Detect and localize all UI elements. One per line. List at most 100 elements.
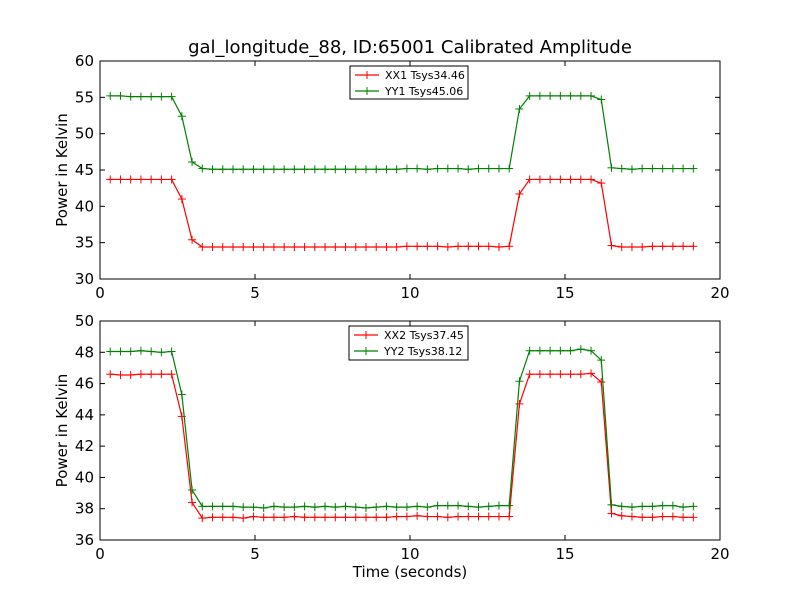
data-point [116, 370, 125, 379]
y-tick-label: 48 [75, 343, 94, 361]
data-point [648, 242, 657, 251]
data-point [423, 512, 432, 521]
data-point [443, 501, 452, 510]
data-point [535, 346, 544, 355]
x-tick-label: 15 [555, 545, 574, 563]
data-point [249, 165, 258, 174]
legend-label: YY1 Tsys45.06 [384, 85, 463, 98]
data-point [494, 501, 503, 510]
data-point [627, 165, 636, 174]
chart-title: gal_longitude_88, ID:65001 Calibrated Am… [188, 37, 632, 58]
x-tick-label: 5 [250, 545, 260, 563]
data-point [413, 164, 422, 173]
data-point [566, 91, 575, 100]
data-point [597, 95, 606, 104]
series-2-2 [106, 345, 698, 512]
y-tick-label: 35 [75, 234, 94, 252]
data-point [167, 175, 176, 184]
data-point [607, 163, 616, 172]
y-tick-label: 55 [75, 88, 94, 106]
data-point [249, 243, 258, 252]
data-point [106, 370, 115, 379]
data-point [331, 165, 340, 174]
data-point [126, 175, 135, 184]
data-point [177, 195, 186, 204]
data-point [198, 243, 207, 252]
data-point [228, 243, 237, 252]
data-point [239, 503, 248, 512]
data-point [689, 164, 698, 173]
data-point [331, 503, 340, 512]
data-point [505, 512, 514, 521]
data-point [239, 165, 248, 174]
data-point [382, 165, 391, 174]
data-point [525, 370, 534, 379]
data-point [392, 165, 401, 174]
legend-marker [363, 71, 371, 79]
y-tick-label: 50 [75, 312, 94, 330]
data-point [587, 175, 596, 184]
data-point [269, 513, 278, 522]
data-point [648, 164, 657, 173]
data-point [310, 165, 319, 174]
data-point [208, 502, 217, 511]
data-point [392, 243, 401, 252]
data-point [136, 175, 145, 184]
data-point [280, 513, 289, 522]
data-point [106, 347, 115, 356]
data-point [627, 512, 636, 521]
data-point [576, 370, 585, 379]
data-point [587, 369, 596, 378]
x-axis-label: Time (seconds) [352, 563, 468, 581]
data-point [474, 503, 483, 512]
data-point [402, 242, 411, 251]
data-point [157, 175, 166, 184]
data-point [474, 242, 483, 251]
data-point [597, 378, 606, 387]
data-point [515, 377, 524, 386]
data-point [321, 243, 330, 252]
data-point [126, 347, 135, 356]
data-point [576, 345, 585, 354]
data-point [382, 502, 391, 511]
data-point [177, 112, 186, 121]
data-point [587, 346, 596, 355]
data-point [300, 502, 309, 511]
data-point [454, 164, 463, 173]
data-point [443, 164, 452, 173]
data-point [484, 164, 493, 173]
data-point [505, 242, 514, 251]
series-line [110, 95, 694, 170]
y-tick-label: 50 [75, 125, 94, 143]
data-point [607, 500, 616, 509]
data-point [679, 164, 688, 173]
data-point [433, 242, 442, 251]
data-point [494, 243, 503, 252]
y-axis-label: Power in Kelvin [53, 113, 71, 227]
data-point [576, 91, 585, 100]
data-point [607, 509, 616, 518]
data-point [617, 502, 626, 511]
data-point [218, 513, 227, 522]
data-point [228, 165, 237, 174]
legend: XX1 Tsys34.46 YY1 Tsys45.06 [349, 65, 469, 100]
data-point [433, 501, 442, 510]
data-point [259, 513, 268, 522]
data-point [668, 501, 677, 510]
data-point [321, 165, 330, 174]
data-point [546, 370, 555, 379]
x-tick-label: 20 [710, 545, 729, 563]
data-point [546, 91, 555, 100]
x-tick-label: 15 [555, 284, 574, 302]
data-point [106, 91, 115, 100]
data-point [433, 512, 442, 521]
data-point [351, 243, 360, 252]
data-point [116, 91, 125, 100]
data-point [546, 175, 555, 184]
data-point [638, 243, 647, 252]
data-point [269, 165, 278, 174]
data-point [454, 242, 463, 251]
data-point [392, 512, 401, 521]
data-point [136, 92, 145, 101]
y-tick-label: 40 [75, 468, 94, 486]
